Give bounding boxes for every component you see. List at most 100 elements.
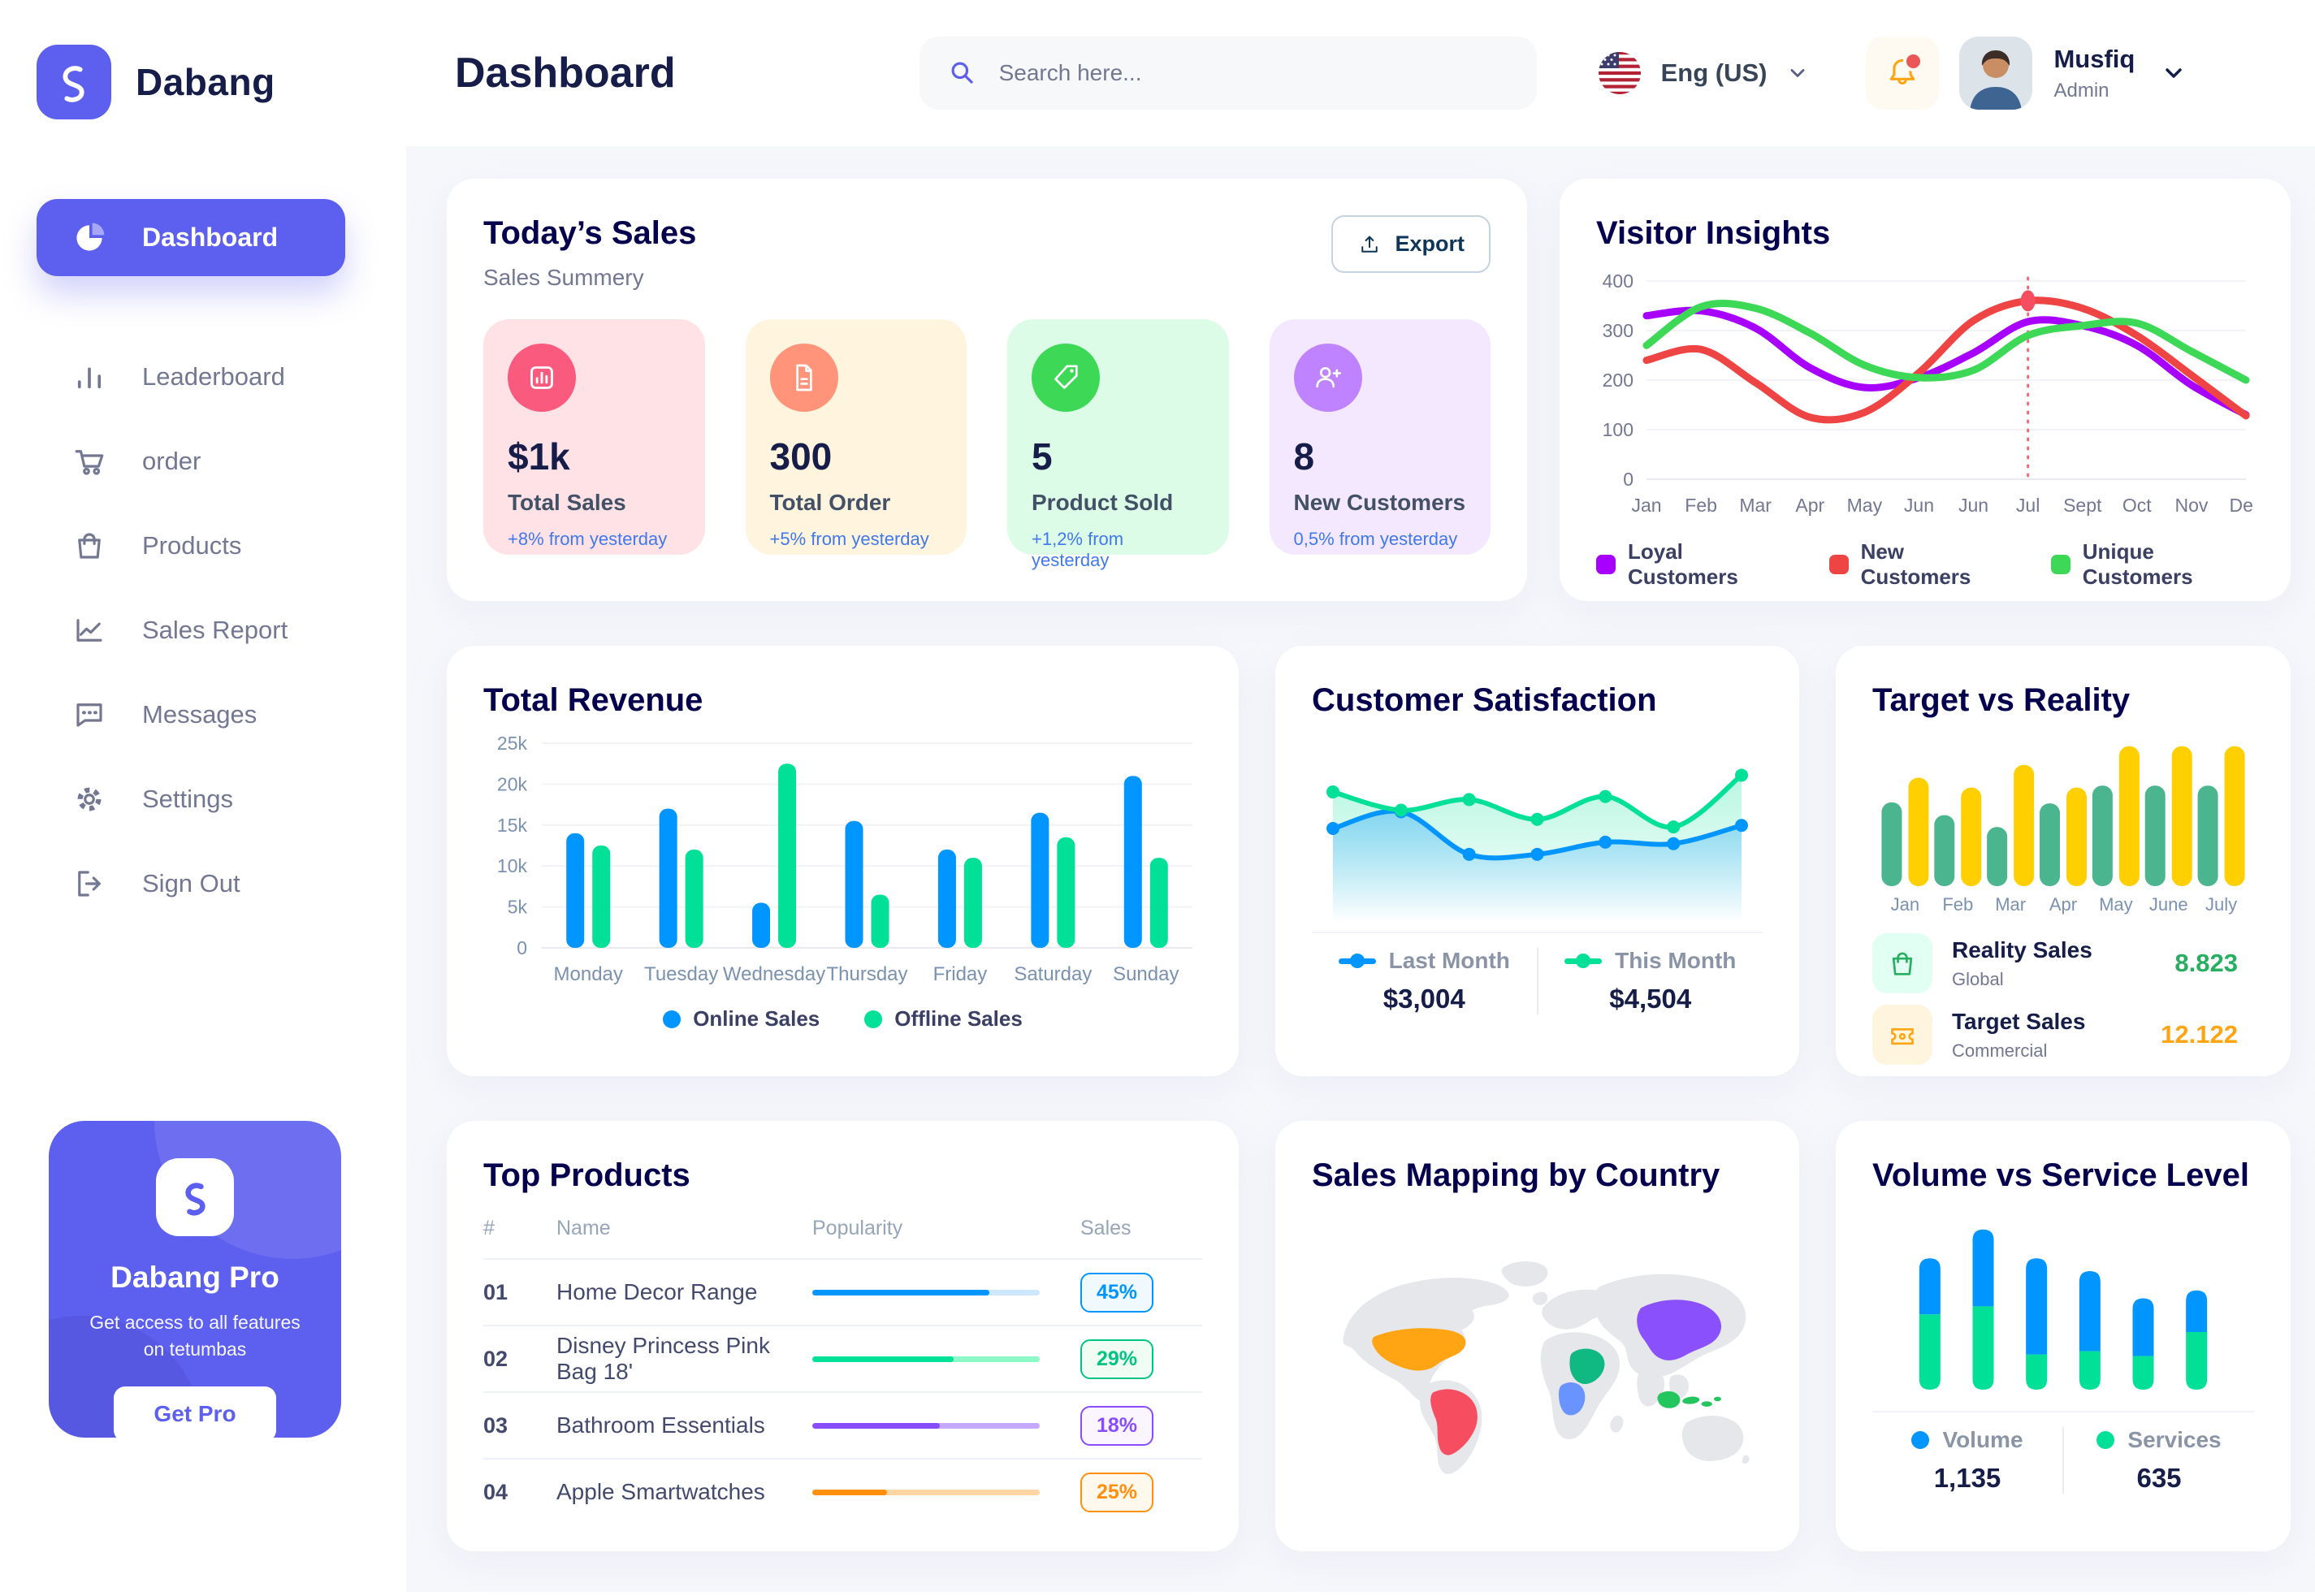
page-title: Dashboard [455,50,676,97]
top-products-header: # Name Popularity Sales [483,1217,1202,1260]
notifications-button[interactable] [1866,37,1940,110]
svg-text:Monday: Monday [554,963,623,985]
map-country-congo[interactable] [1559,1382,1586,1416]
sidebar-item-leaderboard[interactable]: Leaderboard [0,335,406,419]
map-country-brazil[interactable] [1430,1389,1478,1455]
map-country-indonesia[interactable] [1657,1391,1721,1408]
customer-satisfaction-card: Customer Satisfaction Last Month $3,004 … [1275,646,1799,1076]
svg-text:20k: 20k [497,773,528,794]
volume-service-chart[interactable] [1872,1202,2254,1401]
target-vs-reality-card: Target vs Reality Jan Feb Mar Apr May June Jul… [1836,646,2291,1076]
svg-text:Sunday: Sunday [1113,963,1179,985]
svg-text:Mar: Mar [1739,495,1772,516]
language-label: Eng (US) [1660,58,1768,87]
svg-text:May: May [2099,894,2133,915]
target-vs-reality-title: Target vs Reality [1872,682,2131,718]
cart-icon [71,443,108,480]
gear-icon [71,781,108,818]
svg-text:Jan: Jan [1631,495,1661,516]
pro-logo-icon [156,1158,234,1236]
svg-text:Thursday: Thursday [826,963,907,985]
online-sales-dot [663,1010,682,1028]
notification-badge [1903,51,1924,71]
new-customers-swatch [1828,555,1849,574]
map-country-china[interactable] [1637,1300,1722,1360]
volume-dot [1911,1431,1930,1449]
stat-cards: $1k Total Sales +8% from yesterday 300 Total… [483,319,1491,570]
export-button[interactable]: Export [1331,215,1491,273]
sidebar-item-dashboard[interactable]: Dashboard [37,199,345,276]
last-month-dot [1349,954,1365,968]
svg-text:Mar: Mar [1995,894,2026,915]
visitor-insights-legend: Loyal Customers New Customers Unique Cus… [1596,539,2254,590]
visitor-insights-chart[interactable]: 0 100 200 300 400 Jan Feb Mar Apr May Jun Jun Jul Sep… [1596,263,2254,531]
product-row-01: 01 Home Decor Range 45% [483,1260,1202,1326]
this-month-dot [1576,954,1591,968]
top-products-title: Top Products [483,1157,690,1193]
svg-text:Wednesday: Wednesday [723,963,825,985]
bars-icon [71,358,108,396]
language-selector[interactable]: Eng (US) [1598,51,1810,95]
map-country-saudi-arabia[interactable] [1569,1348,1605,1385]
brand-logo-icon [37,45,111,119]
svg-text:Tuesday: Tuesday [644,963,718,985]
ticket-icon [1891,1028,1914,1045]
svg-text:0: 0 [1623,469,1633,490]
svg-text:25k: 25k [497,733,528,754]
user-chevron-down-icon[interactable] [2161,60,2187,86]
shopping-bag-icon [1892,952,1913,975]
stat-card-new-customers: 8 New Customers 0,5% from yesterday [1269,319,1491,555]
top-products-card: Top Products # Name Popularity Sales 01 H… [447,1121,1239,1551]
sales-mapping-card: Sales Mapping by Country [1275,1121,1799,1551]
map-country-united-states[interactable] [1372,1328,1466,1371]
search-bar[interactable] [919,37,1537,110]
svg-text:Apr: Apr [1795,495,1824,516]
popularity-bar [812,1422,1040,1429]
statuser-icon [1293,344,1362,412]
main-area: Dashboard [406,0,2315,1592]
sales-badge: 45% [1080,1272,1154,1313]
sidebar-item-settings[interactable]: Settings [0,757,406,841]
svg-text:Jul: Jul [2016,495,2040,516]
sidebar-nav: Dashboard Leaderboard order Products Sales R… [0,119,406,926]
svg-text:200: 200 [1603,370,1633,391]
svg-text:Feb: Feb [1685,495,1717,516]
svg-text:Feb: Feb [1942,894,1973,915]
svg-text:100: 100 [1603,419,1633,440]
unique-customers-swatch [2050,555,2071,574]
get-pro-button[interactable]: Get Pro [114,1386,276,1438]
sidebar-item-sign-out[interactable]: Sign Out [0,841,406,926]
popularity-bar [812,1356,1040,1362]
brand-name: Dabang [136,61,275,103]
total-revenue-title: Total Revenue [483,682,703,718]
services-value: 635 [2136,1463,2182,1493]
brand[interactable]: Dabang [37,45,406,119]
user-info: Musfiq Admin [2053,45,2135,102]
sidebar-item-products[interactable]: Products [0,504,406,588]
sales-badge: 25% [1080,1472,1154,1512]
user-role: Admin [2053,79,2109,102]
total-revenue-chart[interactable]: 0 5k 10k 15k 20k 25k Monday Tuesday Wednesday Thu… [483,730,1202,998]
sidebar-item-sales-report[interactable]: Sales Report [0,588,406,673]
statbar-icon [508,344,576,412]
svg-text:Nov: Nov [2174,495,2208,516]
svg-text:Jun: Jun [1904,495,1934,516]
svg-text:Jun: Jun [1958,495,1988,516]
todays-sales-card: Today’s Sales Sales Summery Export $1k To… [447,179,1527,601]
avatar[interactable] [1959,37,2033,110]
total-revenue-card: Total Revenue 0 5k 10k 15k 20k 25k Monday Tuesd… [447,646,1239,1076]
svg-text:300: 300 [1603,320,1633,341]
svg-text:Apr: Apr [2049,894,2077,915]
search-input[interactable] [997,59,1488,87]
customer-satisfaction-chart[interactable] [1312,727,1763,922]
target-vs-reality-chart[interactable]: Jan Feb Mar Apr May June July [1872,727,2254,922]
svg-text:June: June [2149,894,2188,915]
total-revenue-legend: Online Sales Offline Sales [483,1006,1202,1032]
this-month-value: $4,504 [1609,984,1692,1014]
sidebar-item-messages[interactable]: Messages [0,673,406,757]
statfile-icon [769,344,838,412]
visitor-insights-title: Visitor Insights [1596,215,1831,251]
reality-sales-icon-tile [1872,933,1932,993]
sidebar-item-order[interactable]: order [0,419,406,504]
